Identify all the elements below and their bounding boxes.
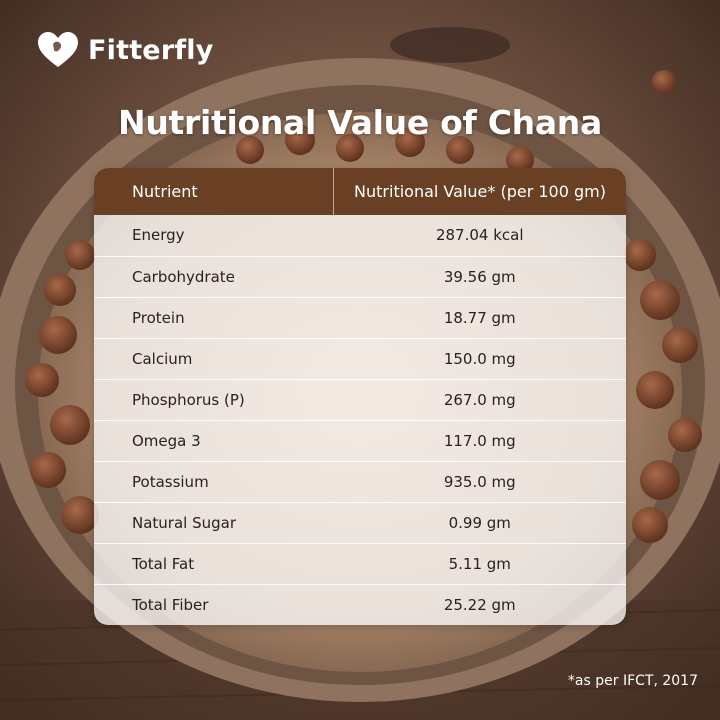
table-row: Carbohydrate 39.56 gm: [94, 256, 626, 297]
nutrient-name: Phosphorus (P): [132, 390, 245, 409]
table-row: Natural Sugar 0.99 gm: [94, 502, 626, 543]
column-header-value: Nutritional Value* (per 100 gm): [333, 168, 626, 215]
column-header-nutrient: Nutrient: [132, 182, 198, 201]
table-row: Calcium 150.0 mg: [94, 338, 626, 379]
nutrient-name: Potassium: [132, 472, 209, 491]
page-title: Nutritional Value of Chana: [118, 103, 602, 142]
nutrient-value: 267.0 mg: [443, 390, 516, 409]
nutrient-name: Natural Sugar: [132, 513, 237, 532]
brand-name: Fitterfly: [88, 34, 214, 66]
nutrient-name: Omega 3: [132, 431, 201, 450]
nutrient-value: 39.56 gm: [443, 267, 516, 286]
nutrient-name: Energy: [132, 226, 185, 245]
nutrient-name: Protein: [132, 308, 185, 327]
table-row: Total Fat 5.11 gm: [94, 543, 626, 584]
table-row: Protein 18.77 gm: [94, 297, 626, 338]
nutrient-name: Total Fat: [132, 554, 195, 573]
nutrient-value: 935.0 mg: [443, 472, 516, 491]
nutrient-name: Calcium: [132, 349, 193, 368]
table-header-row: Nutrient Nutritional Value* (per 100 gm): [94, 168, 626, 215]
nutrient-value: 0.99 gm: [448, 513, 511, 532]
table-row: Omega 3 117.0 mg: [94, 420, 626, 461]
table-row: Total Fiber 25.22 gm: [94, 584, 626, 625]
table-row: Phosphorus (P) 267.0 mg: [94, 379, 626, 420]
nutrient-value: 18.77 gm: [443, 308, 516, 327]
nutrient-value: 5.11 gm: [448, 554, 511, 573]
nutrition-table: Nutrient Nutritional Value* (per 100 gm)…: [94, 168, 626, 625]
nutrient-value: 117.0 mg: [443, 431, 516, 450]
heart-logo-icon: [38, 32, 78, 67]
nutrient-value: 287.04 kcal: [435, 226, 524, 245]
nutrient-name: Total Fiber: [132, 595, 209, 614]
brand-header: Fitterfly: [36, 30, 214, 70]
nutrient-value: 25.22 gm: [443, 595, 516, 614]
source-footnote: *as per IFCT, 2017: [567, 673, 698, 689]
table-row: Potassium 935.0 mg: [94, 461, 626, 502]
nutrient-name: Carbohydrate: [132, 267, 235, 286]
nutrient-value: 150.0 mg: [443, 349, 516, 368]
nutrition-table-card: Nutrient Nutritional Value* (per 100 gm)…: [94, 168, 626, 625]
table-row: Energy 287.04 kcal: [94, 215, 626, 256]
